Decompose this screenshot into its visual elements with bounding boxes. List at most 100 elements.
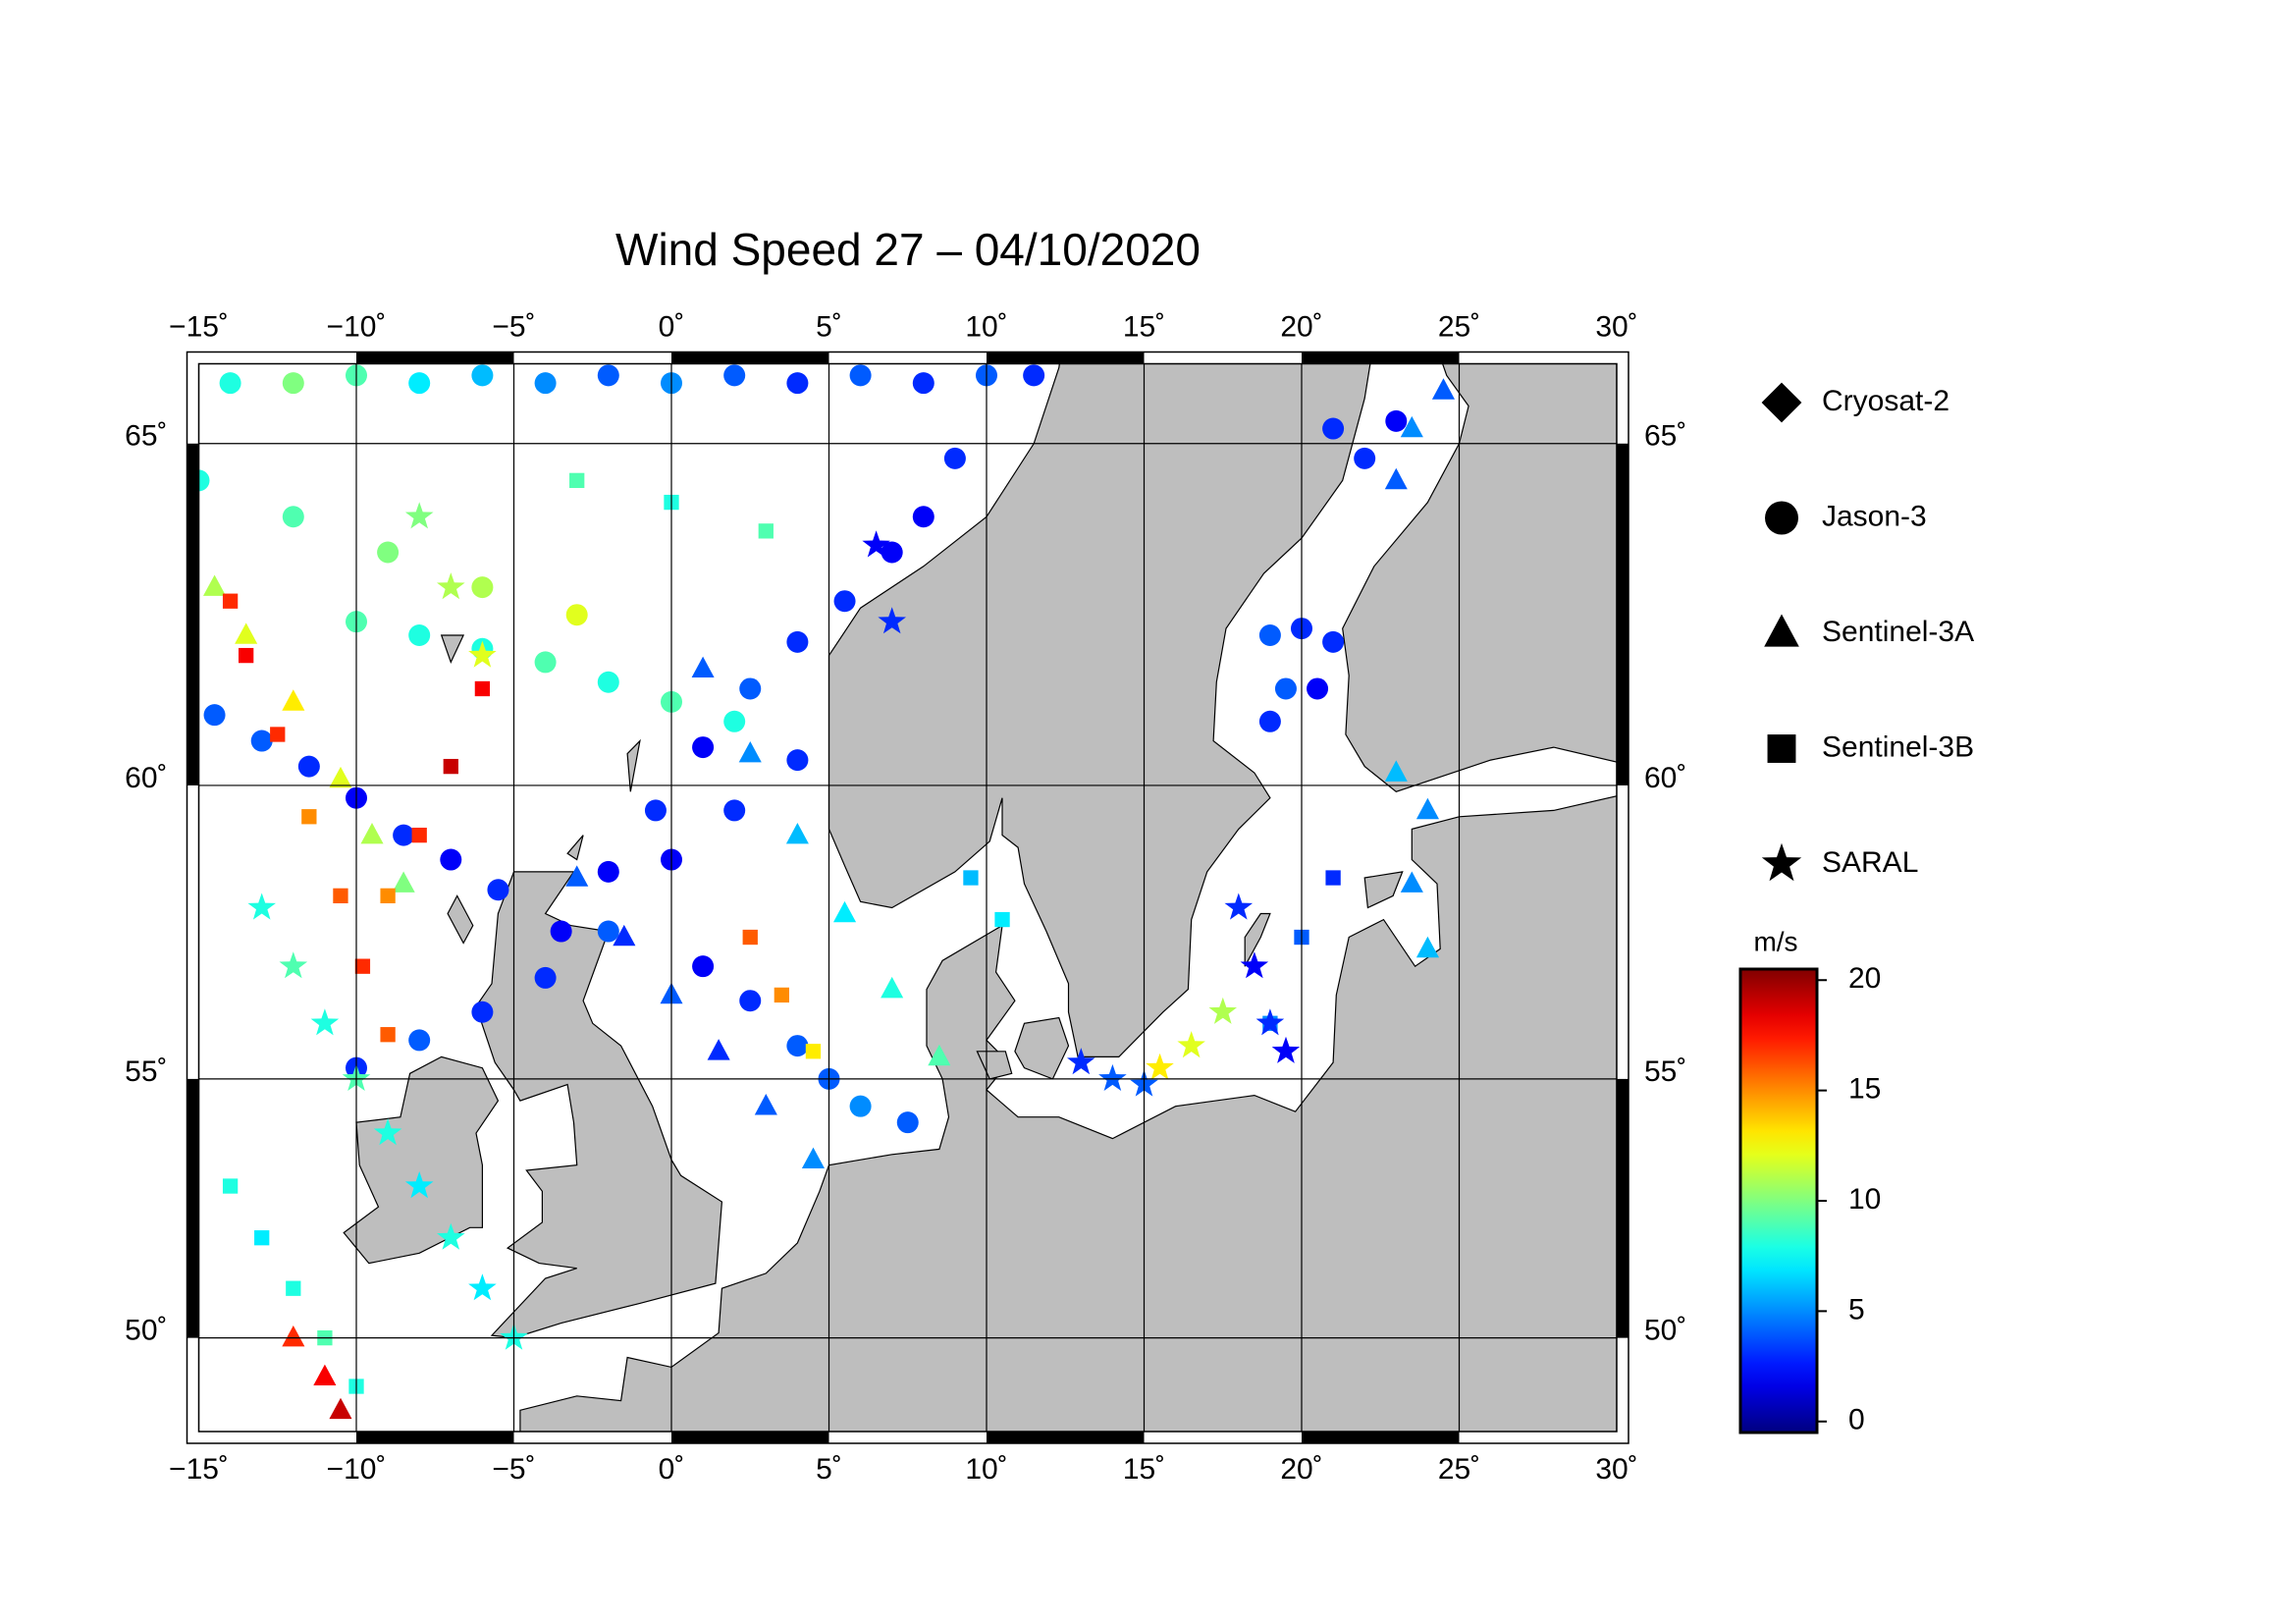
marker-circle — [282, 372, 304, 395]
marker-triangle — [360, 823, 384, 844]
legend-label: Sentinel-3A — [1822, 616, 1974, 648]
x-tick-label: 15˚ — [1123, 310, 1165, 343]
x-tick-label: 0˚ — [659, 1453, 685, 1486]
marker-triangle — [1384, 760, 1408, 782]
frame-band — [1302, 1432, 1460, 1443]
frame-band — [356, 352, 514, 364]
marker-triangle — [613, 924, 636, 947]
marker-circle — [487, 879, 509, 901]
marker-circle — [534, 966, 557, 989]
marker-circle — [534, 651, 557, 674]
colorbar-gradient — [1738, 967, 1819, 1434]
land — [976, 1051, 1013, 1080]
marker-circle — [723, 799, 746, 822]
x-tick-label: 10˚ — [965, 1453, 1007, 1486]
marker-circle — [597, 671, 619, 693]
marker-star — [862, 530, 890, 558]
colorbar-label: m/s — [1753, 926, 1797, 956]
marker-star — [1761, 842, 1802, 882]
marker-circle — [408, 624, 431, 647]
y-tick-label: 50˚ — [125, 1315, 167, 1347]
land — [566, 835, 584, 861]
marker-square — [742, 929, 758, 946]
marker-triangle — [1400, 871, 1423, 893]
y-tick-label: 65˚ — [1644, 420, 1686, 453]
marker-circle — [912, 506, 934, 528]
y-tick-label: 55˚ — [125, 1055, 167, 1088]
marker-square — [805, 1044, 822, 1059]
marker-star — [404, 502, 434, 529]
marker-circle — [1307, 677, 1329, 700]
marker-triangle — [1400, 415, 1423, 438]
x-tick-label: 10˚ — [965, 310, 1007, 343]
marker-circle — [692, 736, 715, 759]
marker-triangle — [691, 656, 715, 677]
colorbar-tick-label: 5 — [1848, 1293, 1865, 1325]
marker-square — [222, 593, 239, 609]
marker-star — [1271, 1036, 1301, 1063]
marker-circle — [219, 372, 241, 395]
marker-square — [380, 1027, 396, 1043]
marker-square — [301, 809, 317, 825]
colorbar-tick-label: 15 — [1848, 1073, 1881, 1106]
marker-circle — [849, 1095, 872, 1117]
marker-circle — [282, 506, 304, 528]
marker-circle — [1354, 447, 1376, 469]
marker-circle — [644, 799, 667, 822]
x-tick-label: −15˚ — [169, 1453, 229, 1486]
marker-square — [758, 523, 774, 539]
y-tick-label: 50˚ — [1644, 1315, 1686, 1347]
frame-band — [1617, 443, 1629, 785]
marker-triangle — [707, 1039, 730, 1060]
marker-square — [443, 758, 458, 775]
marker-circle — [912, 372, 934, 395]
marker-triangle — [754, 1094, 777, 1115]
marker-triangle — [1764, 614, 1799, 647]
marker-triangle — [881, 976, 904, 999]
land — [475, 871, 723, 1339]
marker-circle — [786, 372, 809, 395]
marker-triangle — [329, 766, 352, 788]
marker-square — [222, 1178, 239, 1194]
frame-outer — [186, 351, 1629, 1444]
marker-circle — [203, 704, 226, 727]
marker-circle — [723, 364, 746, 387]
marker-square — [380, 888, 396, 904]
marker-circle — [250, 730, 273, 752]
marker-square — [474, 680, 491, 697]
marker-circle — [440, 848, 462, 871]
marker-square — [333, 888, 348, 904]
legend: Cryosat-2 Jason-3 Sentinel-3A Sentinel-3B SA… — [1761, 382, 1974, 882]
frame-band — [987, 1432, 1145, 1443]
marker-circle — [723, 710, 746, 732]
marker-circle — [849, 364, 872, 387]
land — [1014, 1016, 1070, 1080]
marker-triangle — [738, 741, 762, 763]
x-tick-label: −15˚ — [169, 310, 229, 343]
x-tick-label: 25˚ — [1438, 310, 1480, 343]
marker-circle — [471, 1001, 494, 1023]
x-tick-label: −5˚ — [492, 310, 535, 343]
land — [1342, 363, 1617, 792]
marker-star — [878, 607, 906, 634]
frame-band — [187, 443, 199, 785]
marker-triangle — [1415, 936, 1439, 958]
grid-layer — [198, 363, 1617, 1432]
marker-triangle — [1415, 797, 1439, 820]
marker-square — [994, 911, 1010, 928]
marker-circle — [471, 576, 494, 599]
colorbar-tick-label: 0 — [1848, 1404, 1865, 1436]
marker-triangle — [329, 1397, 352, 1420]
marker-triangle — [801, 1147, 825, 1168]
x-tick-label: −5˚ — [492, 1453, 535, 1486]
x-tick-label: −10˚ — [327, 1453, 387, 1486]
marker-triangle — [235, 622, 258, 644]
y-tick-label: 65˚ — [125, 420, 167, 453]
frame-band — [356, 1432, 514, 1443]
marker-circle — [297, 755, 320, 778]
map-title: Wind Speed 27 – 04/10/2020 — [615, 224, 1201, 275]
marker-square — [239, 647, 254, 664]
marker-triangle — [785, 823, 809, 844]
marker-star — [404, 1171, 434, 1199]
colorbar-tick-label: 10 — [1848, 1183, 1881, 1216]
